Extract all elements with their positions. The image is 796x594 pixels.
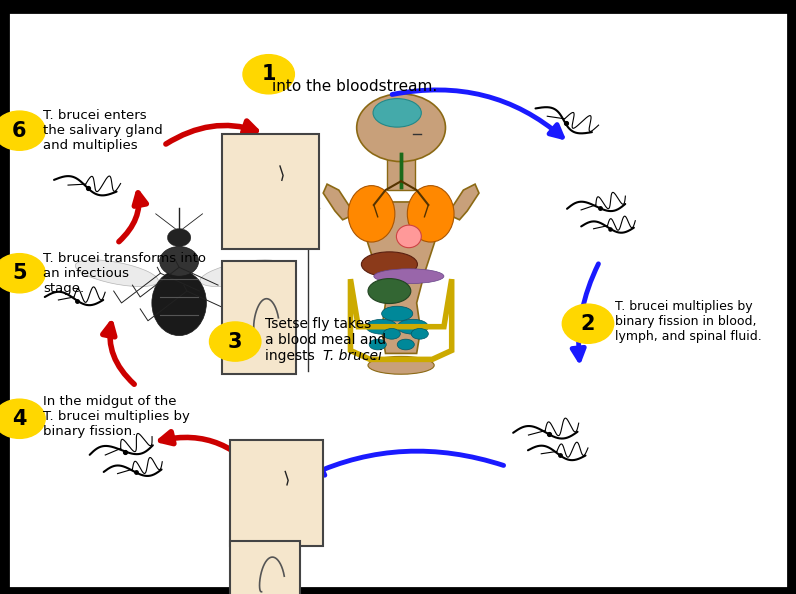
Ellipse shape [412, 328, 428, 339]
Ellipse shape [366, 320, 397, 334]
Text: Tsetse fly takes
a blood meal and
ingests: Tsetse fly takes a blood meal and ingest… [265, 317, 386, 363]
Ellipse shape [381, 307, 413, 321]
Text: .: . [372, 349, 376, 364]
Circle shape [209, 322, 261, 361]
Ellipse shape [263, 460, 284, 466]
Ellipse shape [369, 339, 386, 350]
Ellipse shape [373, 99, 421, 127]
Text: T. brucei: T. brucei [323, 349, 382, 364]
Ellipse shape [152, 270, 206, 336]
Text: 2: 2 [581, 314, 595, 334]
Text: In the midgut of the
T. brucei multiplies by
binary fission.: In the midgut of the T. brucei multiplie… [43, 396, 189, 438]
Text: 4: 4 [12, 409, 27, 429]
Ellipse shape [408, 185, 454, 242]
Polygon shape [323, 184, 479, 353]
Text: T. brucei multiplies by
binary fission in blood,
lymph, and spinal fluid.: T. brucei multiplies by binary fission i… [615, 301, 762, 343]
Circle shape [0, 111, 45, 150]
FancyBboxPatch shape [300, 204, 314, 211]
Circle shape [0, 254, 45, 293]
Circle shape [357, 94, 446, 162]
Circle shape [243, 55, 295, 94]
Text: T. brucei transforms into
an infectious
stage.: T. brucei transforms into an infectious … [43, 252, 206, 295]
FancyBboxPatch shape [387, 157, 415, 190]
FancyBboxPatch shape [222, 134, 319, 249]
Ellipse shape [76, 260, 158, 286]
Text: 1: 1 [261, 64, 276, 84]
Ellipse shape [397, 320, 428, 334]
Ellipse shape [374, 268, 444, 284]
Ellipse shape [348, 185, 395, 242]
Ellipse shape [397, 339, 415, 350]
Ellipse shape [160, 247, 198, 276]
Ellipse shape [200, 260, 283, 286]
Text: T. brucei enters
the salivary gland
and multiplies: T. brucei enters the salivary gland and … [43, 109, 162, 152]
Ellipse shape [167, 229, 191, 247]
Text: 5: 5 [12, 263, 27, 283]
Ellipse shape [269, 466, 284, 473]
Ellipse shape [383, 328, 400, 339]
Ellipse shape [396, 225, 421, 248]
Text: 3: 3 [228, 331, 243, 352]
FancyBboxPatch shape [230, 541, 300, 594]
Circle shape [0, 399, 45, 438]
Ellipse shape [368, 279, 411, 304]
Ellipse shape [361, 252, 417, 277]
Ellipse shape [263, 160, 279, 168]
Ellipse shape [276, 162, 283, 166]
Text: into the bloodstream.: into the bloodstream. [271, 78, 437, 94]
Ellipse shape [282, 467, 289, 472]
Text: 6: 6 [12, 121, 27, 141]
FancyBboxPatch shape [230, 440, 323, 546]
Ellipse shape [368, 356, 434, 374]
Circle shape [562, 304, 614, 343]
FancyBboxPatch shape [222, 261, 296, 374]
Ellipse shape [256, 153, 279, 160]
